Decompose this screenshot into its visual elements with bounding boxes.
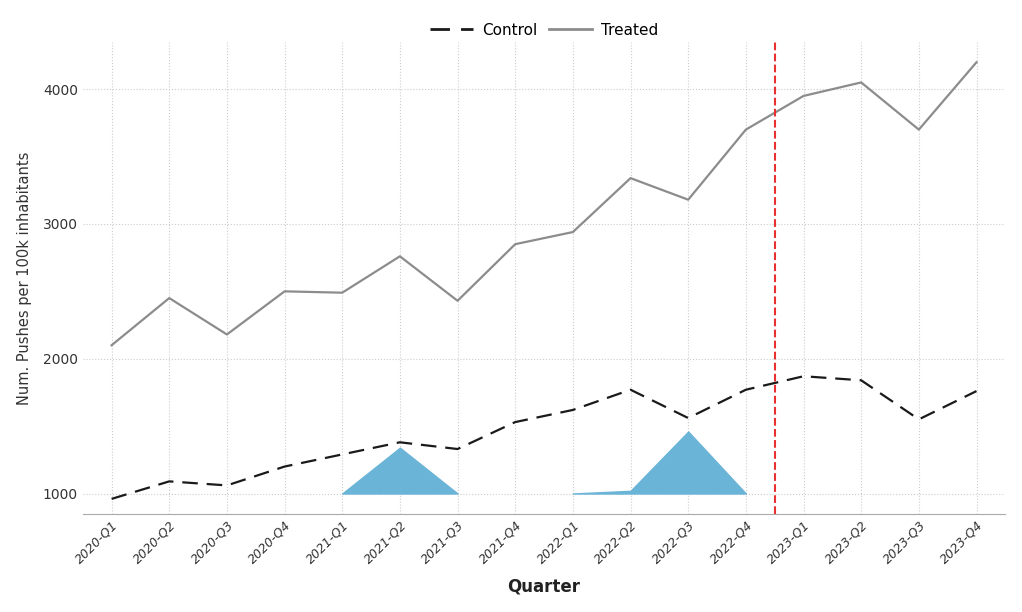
Y-axis label: Num. Pushes per 100k inhabitants: Num. Pushes per 100k inhabitants <box>16 151 32 405</box>
Legend: Control, Treated: Control, Treated <box>424 17 664 44</box>
X-axis label: Quarter: Quarter <box>508 577 580 595</box>
